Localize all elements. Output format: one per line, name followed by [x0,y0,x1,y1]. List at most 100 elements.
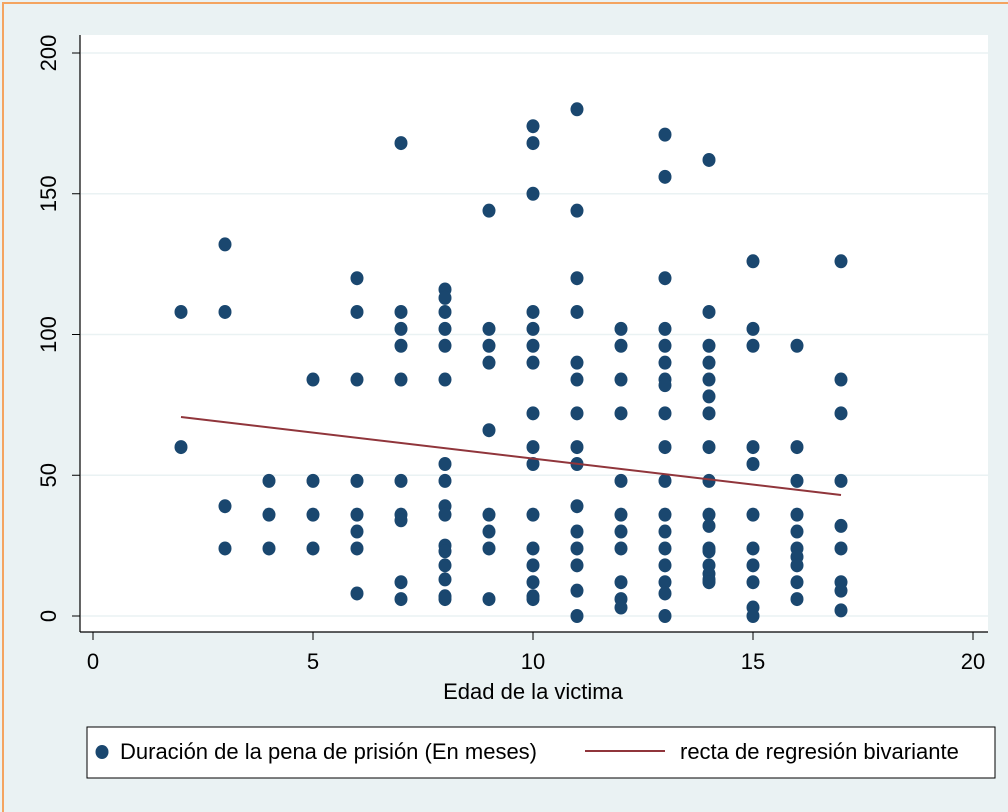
legend-label: recta de regresión bivariante [680,739,959,764]
scatter-point [218,237,232,252]
scatter-point [702,518,716,533]
scatter-point [526,304,540,319]
scatter-point [702,389,716,404]
scatter-point [526,119,540,134]
scatter-point [526,136,540,151]
scatter-point [570,271,584,286]
scatter-point [394,575,408,590]
scatter-point [702,304,716,319]
legend [86,726,996,779]
scatter-point [526,541,540,556]
scatter-point [658,271,672,286]
scatter-point [834,406,848,421]
scatter-point [438,473,452,488]
scatter-point [218,304,232,319]
scatter-point [658,321,672,336]
scatter-point [746,558,760,573]
scatter-point [614,541,628,556]
scatter-point [702,544,716,559]
scatter-point [570,406,584,421]
scatter-point [306,507,320,522]
scatter-point [570,541,584,556]
scatter-point [262,507,276,522]
scatter-point [658,575,672,590]
scatter-point [526,406,540,421]
scatter-point [262,473,276,488]
scatter-point [614,524,628,539]
scatter-point [262,541,276,556]
scatter-point [570,355,584,370]
scatter-point [218,499,232,514]
scatter-point [394,513,408,528]
scatter-point [350,507,364,522]
scatter-point [614,372,628,387]
scatter-point [790,558,804,573]
scatter-point [482,507,496,522]
scatter-point [350,541,364,556]
x-tick-label: 15 [741,649,765,674]
scatter-point [746,541,760,556]
scatter-point [702,338,716,353]
scatter-point [746,456,760,471]
scatter-point [394,592,408,607]
scatter-point [438,558,452,573]
scatter-point [174,440,188,455]
scatter-point [438,304,452,319]
scatter-point [658,586,672,601]
y-tick-label: 100 [36,316,61,353]
scatter-point [702,406,716,421]
scatter-point [438,456,452,471]
scatter-point [790,507,804,522]
scatter-point [438,572,452,587]
scatter-point [614,338,628,353]
scatter-point [350,372,364,387]
scatter-point [834,254,848,269]
scatter-point [526,440,540,455]
scatter-point [746,609,760,623]
scatter-point [438,507,452,522]
scatter-point [702,473,716,488]
scatter-point [526,456,540,471]
scatter-point [702,372,716,387]
scatter-point [570,203,584,218]
scatter-point [350,524,364,539]
y-tick-label: 50 [36,463,61,487]
y-tick-label: 200 [36,35,61,72]
y-tick-label: 150 [36,175,61,212]
scatter-point [482,355,496,370]
scatter-point [790,338,804,353]
scatter-point [834,541,848,556]
scatter-point [438,290,452,305]
scatter-point [482,524,496,539]
scatter-point [350,271,364,286]
scatter-point [614,575,628,590]
scatter-point [526,338,540,353]
scatter-point [482,541,496,556]
scatter-point [746,254,760,269]
scatter-point [570,558,584,573]
regression-line [180,415,842,496]
scatter-point [702,575,716,590]
scatter-point [526,355,540,370]
scatter-point [658,524,672,539]
scatter-point [614,473,628,488]
scatter-point [482,321,496,336]
scatter-point [570,440,584,455]
scatter-point [746,440,760,455]
scatter-point [394,473,408,488]
scatter-point [746,321,760,336]
scatter-point [570,304,584,319]
scatter-point [306,541,320,556]
scatter-point [394,136,408,151]
x-tick-label: 5 [307,649,319,674]
scatter-point [658,406,672,421]
scatter-point [790,473,804,488]
scatter-point [438,544,452,559]
scatter-point [482,423,496,438]
scatter-point [658,507,672,522]
scatter-point [482,203,496,218]
scatter-point [658,169,672,184]
scatter-point [614,507,628,522]
